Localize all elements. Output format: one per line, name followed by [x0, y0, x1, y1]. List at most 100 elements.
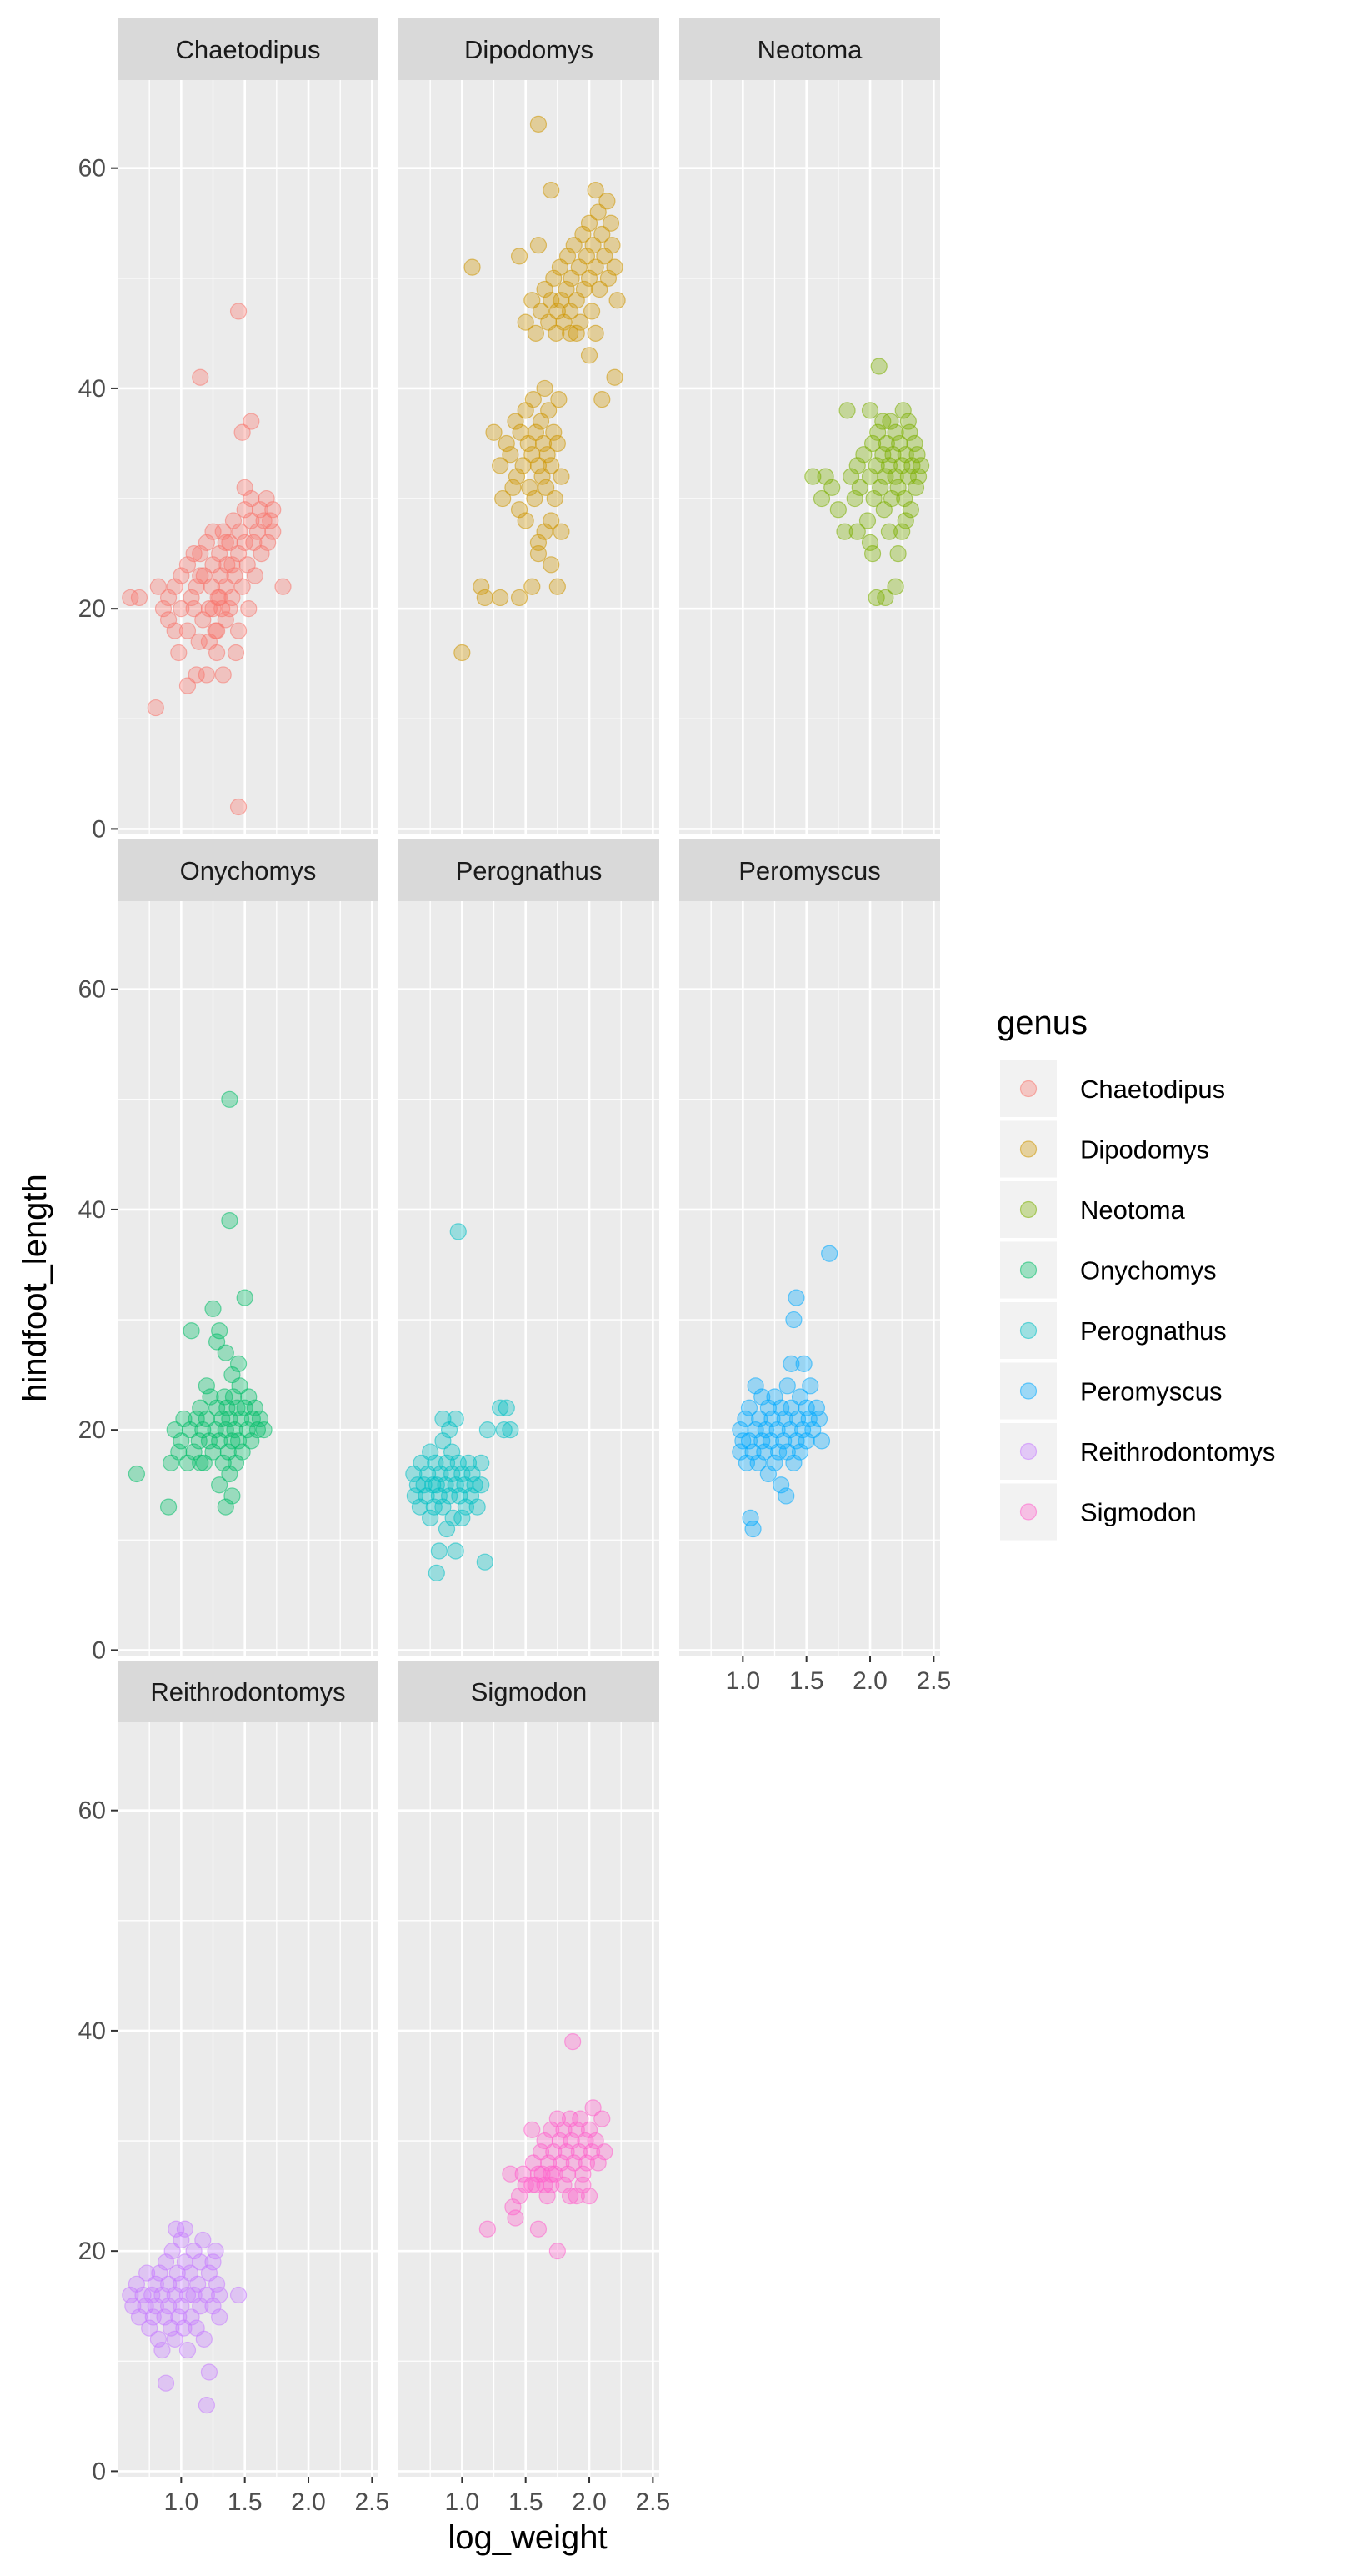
data-point	[529, 237, 548, 254]
legend-key-point	[1019, 1080, 1038, 1098]
data-point	[198, 1377, 215, 1395]
legend-key-point	[1019, 1442, 1038, 1461]
data-point	[877, 468, 894, 485]
data-point	[562, 2188, 579, 2205]
data-point	[517, 512, 534, 529]
x-tick-label: 1.5	[228, 2488, 263, 2516]
data-point	[185, 600, 203, 618]
data-point	[211, 2308, 228, 2326]
legend-label: Peromyscus	[1080, 1377, 1223, 1406]
data-point	[536, 523, 553, 540]
data-point	[593, 225, 611, 243]
data-point	[192, 1454, 209, 1471]
x-tick-label: 1.0	[444, 2488, 479, 2516]
data-point	[478, 1421, 496, 1439]
data-point	[264, 523, 282, 540]
data-point	[443, 1443, 461, 1461]
data-point	[157, 2374, 175, 2392]
data-point	[502, 1421, 519, 1439]
data-point	[192, 2253, 209, 2271]
data-point	[510, 248, 528, 265]
data-point	[168, 2220, 185, 2238]
data-point	[523, 292, 541, 309]
data-point	[893, 523, 911, 540]
data-point	[236, 1289, 253, 1306]
legend-item-peromyscus: Peromyscus	[1000, 1362, 1223, 1420]
data-point	[897, 512, 914, 529]
data-point	[869, 423, 887, 441]
data-point	[529, 545, 548, 563]
data-point	[223, 1366, 241, 1384]
x-tick-label: 2.0	[572, 2488, 607, 2516]
data-point	[173, 2231, 190, 2249]
data-point	[773, 1476, 790, 1494]
panel-background	[679, 80, 940, 834]
y-tick-label: 40	[78, 2017, 106, 2045]
facet-panel-chaetodipus: Chaetodipus	[118, 18, 378, 834]
facet-panel-neotoma: Neotoma	[679, 18, 940, 834]
data-point	[907, 479, 925, 496]
data-point	[122, 589, 139, 607]
data-point	[510, 589, 528, 607]
facet-panels: Chaetodipus Dipodomys Neotoma Onychomys Pero…	[118, 18, 940, 2477]
data-point	[223, 1432, 241, 1450]
y-tick-label: 40	[78, 1196, 106, 1224]
panel-background	[118, 1722, 378, 2477]
data-point	[246, 1399, 263, 1416]
data-point	[430, 1542, 448, 1560]
data-point	[427, 1454, 444, 1471]
data-point	[548, 2243, 566, 2260]
x-tick-label: 2.0	[291, 2488, 326, 2516]
data-point	[887, 423, 904, 441]
data-point	[602, 214, 620, 232]
data-point	[558, 280, 575, 298]
data-point	[227, 644, 245, 662]
data-point	[147, 699, 164, 717]
data-point	[422, 1509, 439, 1526]
data-point	[447, 1410, 464, 1428]
data-point	[795, 1355, 813, 1372]
data-point	[207, 2243, 224, 2260]
y-axes: 0 20 40 60 0 20 40 60 0 20 40 60	[78, 155, 118, 2485]
data-point	[580, 347, 598, 364]
data-point	[763, 1410, 781, 1428]
data-point	[587, 258, 604, 276]
data-point	[877, 589, 894, 607]
data-point	[183, 589, 200, 607]
data-point	[858, 512, 877, 529]
data-point	[514, 457, 532, 474]
data-point	[565, 2154, 583, 2172]
y-tick-label: 60	[78, 155, 106, 183]
data-point	[540, 402, 558, 419]
data-point	[466, 1476, 483, 1494]
data-point	[246, 567, 263, 584]
data-point	[507, 2209, 524, 2227]
legend-item-onychomys: Onychomys	[1000, 1241, 1217, 1299]
data-point	[778, 1377, 796, 1395]
data-point	[596, 2143, 613, 2161]
data-point	[166, 622, 183, 639]
data-point	[562, 324, 579, 342]
facet-panel-reithrodontomys: Reithrodontomys	[118, 1661, 378, 2477]
data-point	[521, 479, 538, 496]
data-point	[208, 1333, 226, 1351]
data-point	[580, 214, 598, 232]
data-point	[192, 368, 209, 386]
data-point	[149, 2330, 167, 2348]
legend-title: genus	[997, 1005, 1088, 1041]
data-point	[138, 2264, 156, 2282]
legend-label: Neotoma	[1080, 1195, 1186, 1225]
data-point	[198, 1410, 215, 1428]
data-point	[572, 2110, 589, 2127]
data-point	[233, 1443, 251, 1461]
data-point	[846, 489, 863, 508]
data-point	[909, 468, 928, 485]
legend-item-reithrodontomys: Reithrodontomys	[1000, 1423, 1275, 1480]
data-point	[598, 193, 616, 210]
data-point	[476, 1553, 493, 1571]
data-point	[144, 2308, 162, 2326]
data-point	[504, 479, 522, 496]
data-point	[183, 1322, 200, 1340]
legend-label: Dipodomys	[1080, 1135, 1209, 1165]
legend-key	[1000, 1241, 1057, 1299]
